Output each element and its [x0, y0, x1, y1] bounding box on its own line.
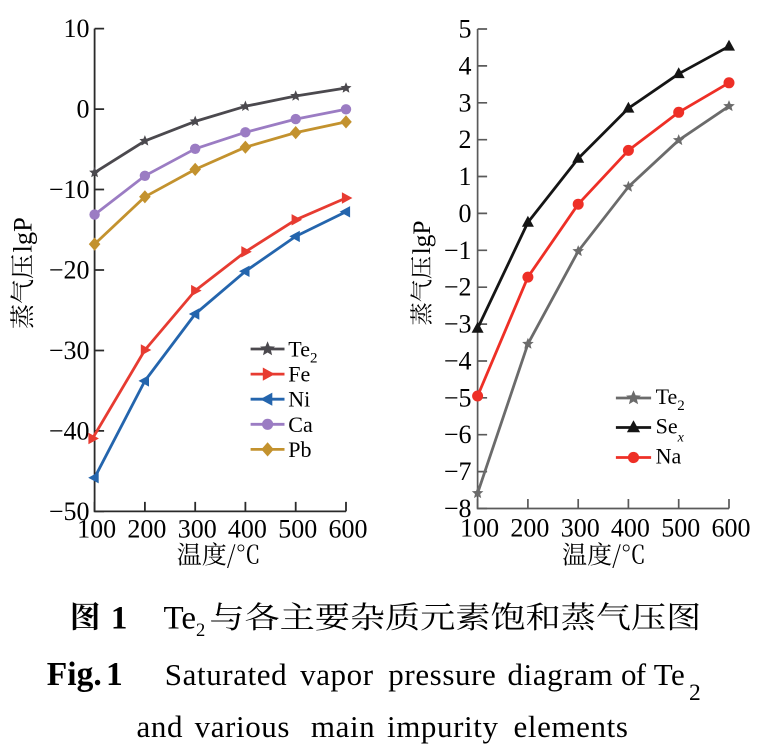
- svg-text:300: 300: [561, 514, 600, 543]
- svg-text:−5: −5: [444, 383, 472, 412]
- svg-text:Ca: Ca: [288, 412, 313, 437]
- svg-text:3: 3: [459, 88, 472, 117]
- svg-text:−8: −8: [444, 494, 472, 523]
- svg-text:−6: −6: [444, 420, 472, 449]
- svg-text:5: 5: [459, 15, 472, 44]
- svg-text:elements: elements: [514, 709, 629, 744]
- svg-text:Saturated: Saturated: [165, 657, 287, 692]
- svg-text:−3: −3: [444, 310, 472, 339]
- svg-text:and: and: [137, 709, 184, 744]
- svg-text:Na: Na: [656, 444, 682, 469]
- svg-text:10: 10: [64, 14, 90, 43]
- svg-text:Fig.: Fig.: [47, 656, 102, 693]
- svg-text:1: 1: [459, 162, 472, 191]
- svg-text:Ni: Ni: [288, 387, 310, 412]
- svg-text:Pb: Pb: [288, 437, 311, 462]
- svg-text:main: main: [311, 709, 375, 744]
- svg-text:2: 2: [459, 125, 472, 154]
- svg-text:−20: −20: [49, 256, 90, 285]
- svg-text:2: 2: [689, 680, 701, 706]
- svg-text:4: 4: [459, 51, 472, 80]
- svg-text:500: 500: [278, 515, 317, 544]
- svg-text:200: 200: [127, 515, 166, 544]
- svg-text:1: 1: [111, 601, 128, 637]
- svg-text:400: 400: [228, 515, 267, 544]
- svg-text:200: 200: [510, 514, 549, 543]
- svg-text:0: 0: [77, 95, 90, 124]
- svg-text:−10: −10: [49, 175, 90, 204]
- svg-text:diagram: diagram: [508, 657, 614, 692]
- svg-text:−7: −7: [444, 457, 472, 486]
- svg-text:of: of: [621, 657, 647, 692]
- svg-text:100: 100: [77, 515, 116, 544]
- svg-text:300: 300: [178, 515, 217, 544]
- svg-text:−30: −30: [49, 336, 90, 365]
- svg-text:lgP: lgP: [407, 220, 436, 254]
- svg-text:0: 0: [459, 199, 472, 228]
- svg-text:−50: −50: [49, 497, 90, 526]
- svg-text:−40: −40: [49, 416, 90, 445]
- svg-text:−1: −1: [444, 236, 472, 265]
- svg-text:−4: −4: [444, 347, 472, 376]
- svg-text:600: 600: [329, 515, 368, 544]
- svg-text:1: 1: [106, 656, 123, 693]
- svg-text:vapor: vapor: [300, 657, 374, 692]
- svg-text:−2: −2: [444, 273, 472, 302]
- svg-text:400: 400: [611, 514, 650, 543]
- svg-text:Te: Te: [654, 657, 686, 692]
- svg-text:various: various: [195, 709, 290, 744]
- svg-text:impurity: impurity: [387, 709, 499, 744]
- svg-text:lgP: lgP: [7, 217, 37, 252]
- svg-text:pressure: pressure: [388, 657, 496, 692]
- svg-text:600: 600: [712, 514, 751, 543]
- svg-text:500: 500: [661, 514, 700, 543]
- svg-text:Fe: Fe: [288, 362, 310, 387]
- svg-text:100: 100: [460, 514, 499, 543]
